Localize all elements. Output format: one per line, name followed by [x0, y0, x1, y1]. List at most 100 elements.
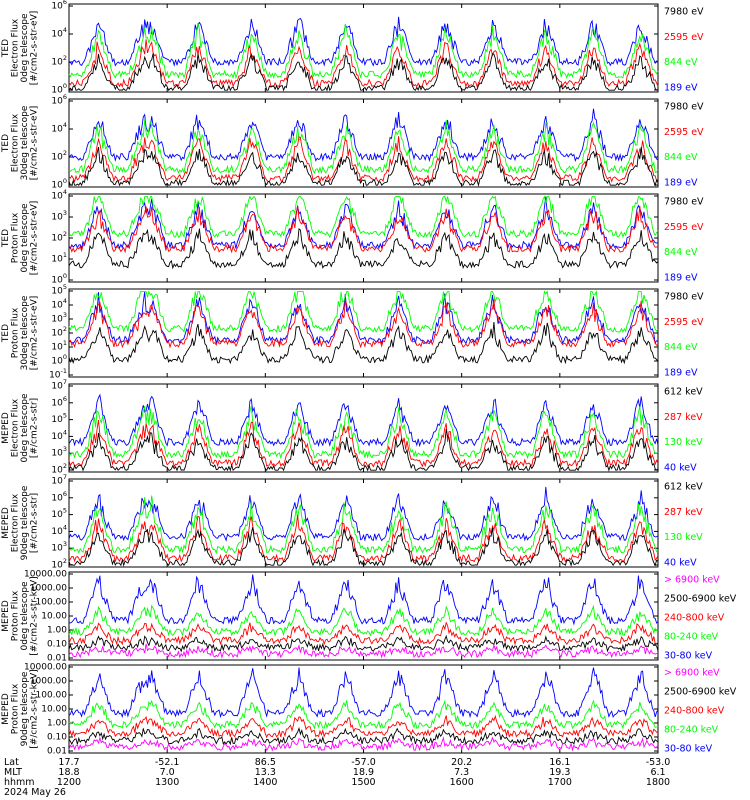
tick-exponent: 2 — [63, 149, 67, 157]
ylabel-line: [#/cm2-s-str] — [30, 493, 40, 553]
series-green — [68, 195, 659, 239]
tick-exponent: 7 — [63, 378, 67, 386]
ytick-label: 100.00 — [36, 691, 68, 701]
ylabel-line: 0deg telescope — [20, 203, 30, 273]
ytick-label: 102 — [51, 230, 67, 244]
legend-entry: 844 eV — [664, 342, 698, 353]
legend-entry: 844 eV — [664, 247, 698, 258]
ytick-label: 106 — [51, 395, 67, 409]
ytick-label: 101 — [51, 339, 67, 353]
legend-entry: 287 keV — [664, 507, 703, 518]
ytick-label: 0.01 — [47, 654, 67, 664]
legend-entry: 2595 eV — [664, 317, 704, 328]
legend-entry: 7980 eV — [664, 7, 704, 18]
footer-lat-value: -52.1 — [155, 757, 180, 768]
footer-hhmm-value: 1300 — [155, 777, 179, 788]
legend-entry: 240-800 keV — [664, 613, 725, 624]
ylabel-line: Electron Flux — [11, 18, 21, 77]
ylabel: TEDProton Flux30deg telescope[#/cm2-s-st… — [1, 295, 40, 370]
ytick-label: 102 — [51, 149, 67, 163]
panel-frame — [68, 478, 659, 568]
panel-8: 10000.00 1000.00 100.00 10.00 1.00 0.10 0.01 ME… — [1, 663, 737, 757]
legend-entry: 189 eV — [664, 178, 698, 189]
footer-lat-value: -53.0 — [646, 757, 671, 768]
ytick-label: 1000.00 — [30, 584, 67, 594]
series-red — [68, 299, 659, 349]
footer-hhmm-value: 1800 — [646, 777, 670, 788]
ylabel-line: MEPED — [1, 600, 11, 632]
series-black — [68, 228, 659, 270]
ytick-label: 100.00 — [36, 598, 68, 608]
tick-exponent: 5 — [63, 412, 67, 420]
series-green — [68, 699, 659, 730]
footer-mlt-value: 13.3 — [255, 767, 276, 778]
ylabel-line: 90deg telescope — [20, 671, 30, 746]
legend-entry: 189 eV — [664, 273, 698, 284]
ylabel-line: 0deg telescope — [20, 393, 30, 463]
ylabel-line: [#/cm2-s-str-eV] — [30, 296, 40, 371]
footer-row-label: 2024 May 26 — [4, 787, 66, 798]
ylabel-line: 90deg telescope — [20, 485, 30, 560]
tick-exponent: 0 — [63, 82, 67, 90]
tick-exponent: 0 — [63, 272, 67, 280]
series-blue — [68, 574, 659, 626]
series-red — [68, 39, 659, 89]
legend-entry: 2500-6900 keV — [664, 594, 737, 605]
tick-exponent: 2 — [63, 54, 67, 62]
series-green — [68, 405, 659, 460]
series-magenta — [68, 643, 659, 659]
ylabel: MEPEDProton Flux0deg telescope[#/cm2-s-s… — [1, 576, 40, 655]
footer-lat-value: -57.0 — [351, 757, 376, 768]
tick-exponent: 3 — [63, 445, 67, 453]
ylabel-line: MEPED — [1, 507, 11, 539]
ylabel-line: [#/cm2-s-str-keV] — [30, 669, 40, 748]
series-blue — [68, 393, 659, 448]
tick-exponent: 4 — [63, 188, 67, 196]
ylabel-line: [#/cm2-s-str] — [30, 398, 40, 458]
ylabel-line: Proton Flux — [11, 307, 21, 358]
legend-entry: 80-240 keV — [664, 725, 719, 736]
series-black — [68, 726, 659, 746]
footer-lat-value: 16.1 — [549, 757, 570, 768]
ylabel: TEDProton Flux0deg telescope[#/cm2-s-str… — [1, 201, 40, 276]
ylabel: TEDElectron Flux0deg telescope[#/cm2-s-s… — [1, 11, 40, 86]
ytick-label: 10000.00 — [24, 570, 67, 580]
series-red — [68, 714, 659, 739]
series-red — [68, 135, 659, 184]
series-red — [68, 205, 659, 254]
footer-row-label: Lat — [4, 757, 19, 768]
ytick-label: 103 — [51, 311, 67, 325]
legend-entry: > 6900 keV — [664, 575, 720, 586]
ylabel: MEPEDElectron Flux90deg telescope[#/cm2-… — [1, 485, 40, 560]
ylabel-line: TED — [1, 324, 11, 343]
legend-entry: 2595 eV — [664, 127, 704, 138]
legend-entry: 40 keV — [664, 463, 697, 474]
ylabel-line: Proton Flux — [11, 212, 21, 263]
tick-exponent: 6 — [63, 490, 67, 498]
tick-exponent: 4 — [63, 121, 67, 129]
ylabel-line: [#/cm2-s-str-eV] — [30, 11, 40, 86]
tick-exponent: 7 — [63, 473, 67, 481]
ylabel-line: Proton Flux — [11, 683, 21, 734]
footer-hhmm-value: 1200 — [57, 777, 81, 788]
ylabel-line: [#/cm2-s-str-eV] — [30, 106, 40, 181]
series-black — [68, 428, 659, 472]
ylabel-line: [#/cm2-s-str-keV] — [30, 576, 40, 655]
panel-frame — [68, 3, 659, 93]
tick-exponent: 1 — [63, 251, 67, 259]
legend-entry: 612 keV — [664, 482, 703, 493]
tick-exponent: 0 — [63, 177, 67, 185]
footer-lat-value: 20.2 — [451, 757, 472, 768]
series-blue — [68, 196, 659, 251]
ytick-label: 104 — [51, 297, 67, 311]
series-blue — [68, 16, 659, 68]
ytick-label: 0.01 — [47, 747, 67, 757]
ytick-label: 103 — [51, 445, 67, 459]
ylabel: MEPEDElectron Flux0deg telescope[#/cm2-s… — [1, 393, 40, 463]
ylabel-line: Electron Flux — [11, 398, 21, 457]
ytick-label: 106 — [51, 490, 67, 504]
series-green — [68, 495, 659, 555]
ytick-label: 1000.00 — [30, 677, 67, 687]
